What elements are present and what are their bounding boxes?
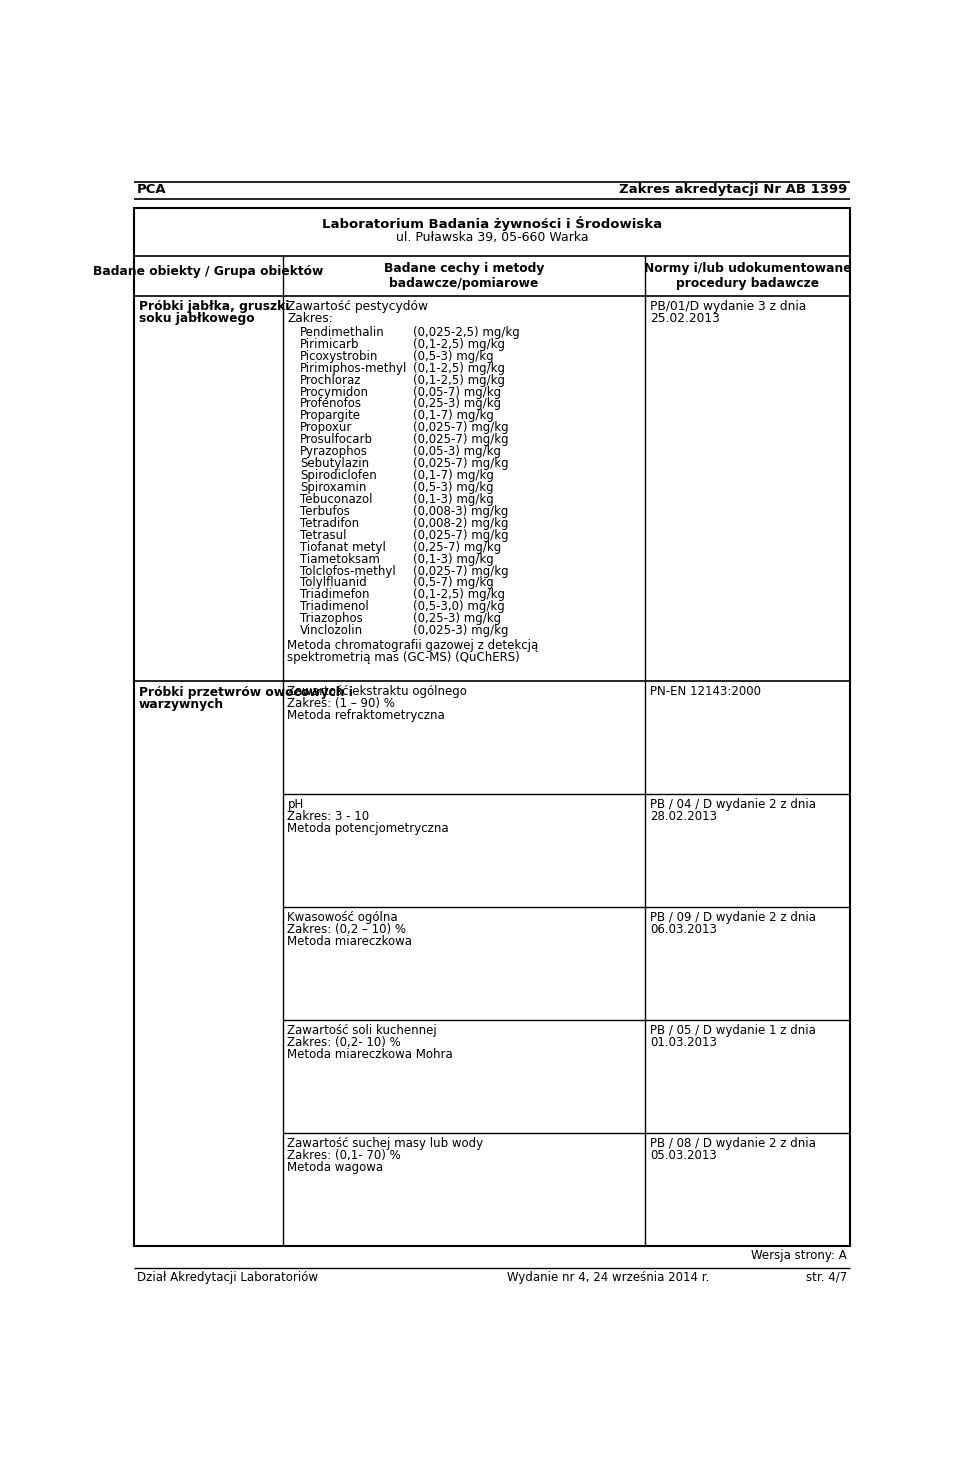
- Text: Pirimiphos-methyl: Pirimiphos-methyl: [300, 362, 407, 375]
- Text: PB/01/D wydanie 3 z dnia: PB/01/D wydanie 3 z dnia: [650, 300, 806, 313]
- Text: PB / 09 / D wydanie 2 z dnia: PB / 09 / D wydanie 2 z dnia: [650, 911, 816, 924]
- Text: Pendimethalin: Pendimethalin: [300, 326, 385, 338]
- Text: Zawartość soli kuchennej: Zawartość soli kuchennej: [287, 1023, 437, 1037]
- Text: Badane cechy i metody
badawcze/pomiarowe: Badane cechy i metody badawcze/pomiarowe: [384, 262, 544, 290]
- Text: PN-EN 12143:2000: PN-EN 12143:2000: [650, 685, 761, 698]
- Text: Zakres: (0,2 – 10) %: Zakres: (0,2 – 10) %: [287, 922, 406, 935]
- Text: Zakres akredytacji Nr AB 1399: Zakres akredytacji Nr AB 1399: [618, 183, 847, 196]
- Text: Spirodiclofen: Spirodiclofen: [300, 468, 376, 482]
- Text: Zakres: (1 – 90) %: Zakres: (1 – 90) %: [287, 697, 396, 710]
- Text: Sebutylazin: Sebutylazin: [300, 457, 369, 470]
- Text: (0,1-2,5) mg/kg: (0,1-2,5) mg/kg: [413, 589, 505, 602]
- Text: (0,1-2,5) mg/kg: (0,1-2,5) mg/kg: [413, 373, 505, 386]
- Text: spektrometrią mas (GC-MS) (QuChERS): spektrometrią mas (GC-MS) (QuChERS): [287, 651, 520, 665]
- Text: str. 4/7: str. 4/7: [805, 1271, 847, 1284]
- Text: pH: pH: [287, 798, 303, 811]
- Text: 05.03.2013: 05.03.2013: [650, 1149, 717, 1162]
- Text: Wersja strony: A: Wersja strony: A: [752, 1249, 847, 1262]
- Text: Metoda miareczkowa: Metoda miareczkowa: [287, 935, 413, 947]
- Text: Profenofos: Profenofos: [300, 397, 362, 410]
- Text: (0,1-3) mg/kg: (0,1-3) mg/kg: [413, 552, 493, 565]
- Text: Tebuconazol: Tebuconazol: [300, 493, 372, 507]
- Text: soku jabłkowego: soku jabłkowego: [138, 312, 254, 325]
- Text: (0,025-7) mg/kg: (0,025-7) mg/kg: [413, 457, 509, 470]
- Text: PB / 05 / D wydanie 1 z dnia: PB / 05 / D wydanie 1 z dnia: [650, 1023, 816, 1037]
- Text: 01.03.2013: 01.03.2013: [650, 1037, 717, 1048]
- Text: Próbki przetwrów owocowych i: Próbki przetwrów owocowych i: [138, 685, 352, 698]
- Text: Kwasowość ogólna: Kwasowość ogólna: [287, 911, 398, 924]
- Text: (0,1-7) mg/kg: (0,1-7) mg/kg: [413, 468, 493, 482]
- Text: Spiroxamin: Spiroxamin: [300, 482, 366, 493]
- Text: Pyrazophos: Pyrazophos: [300, 445, 368, 458]
- Text: warzywnych: warzywnych: [138, 698, 224, 710]
- Text: PCA: PCA: [137, 183, 167, 196]
- Text: Próbki jabłka, gruszki: Próbki jabłka, gruszki: [138, 300, 289, 313]
- Text: (0,025-7) mg/kg: (0,025-7) mg/kg: [413, 422, 509, 435]
- Text: Metoda refraktometryczna: Metoda refraktometryczna: [287, 709, 445, 722]
- Text: (0,025-7) mg/kg: (0,025-7) mg/kg: [413, 433, 509, 447]
- Text: Tiametoksam: Tiametoksam: [300, 552, 379, 565]
- Text: 06.03.2013: 06.03.2013: [650, 922, 717, 935]
- Text: (0,05-3) mg/kg: (0,05-3) mg/kg: [413, 445, 501, 458]
- Text: Wydanie nr 4, 24 września 2014 r.: Wydanie nr 4, 24 września 2014 r.: [507, 1271, 709, 1284]
- Text: Metoda wagowa: Metoda wagowa: [287, 1161, 384, 1174]
- Text: Picoxystrobin: Picoxystrobin: [300, 350, 378, 363]
- Text: (0,1-3) mg/kg: (0,1-3) mg/kg: [413, 493, 493, 507]
- Text: Zakres: (0,1- 70) %: Zakres: (0,1- 70) %: [287, 1149, 401, 1162]
- Text: Vinclozolin: Vinclozolin: [300, 624, 363, 637]
- Text: Terbufos: Terbufos: [300, 505, 349, 518]
- Text: Zawartość ekstraktu ogólnego: Zawartość ekstraktu ogólnego: [287, 685, 468, 698]
- Text: Prosulfocarb: Prosulfocarb: [300, 433, 372, 447]
- Text: Dział Akredytacji Laboratoriów: Dział Akredytacji Laboratoriów: [137, 1271, 318, 1284]
- Text: Tetrasul: Tetrasul: [300, 529, 347, 542]
- Text: (0,25-7) mg/kg: (0,25-7) mg/kg: [413, 540, 501, 553]
- Text: Zawartość suchej masy lub wody: Zawartość suchej masy lub wody: [287, 1138, 484, 1149]
- Text: Triadimenol: Triadimenol: [300, 600, 369, 613]
- Text: Prochloraz: Prochloraz: [300, 373, 361, 386]
- Text: Metoda miareczkowa Mohra: Metoda miareczkowa Mohra: [287, 1048, 453, 1061]
- Text: Triadimefon: Triadimefon: [300, 589, 370, 602]
- Text: (0,1-2,5) mg/kg: (0,1-2,5) mg/kg: [413, 362, 505, 375]
- Text: Tolylfluanid: Tolylfluanid: [300, 577, 367, 590]
- Text: Propoxur: Propoxur: [300, 422, 352, 435]
- Text: Tetradifon: Tetradifon: [300, 517, 359, 530]
- Text: ul. Puławska 39, 05-660 Warka: ul. Puławska 39, 05-660 Warka: [396, 231, 588, 244]
- Text: Pirimicarb: Pirimicarb: [300, 338, 359, 351]
- Text: (0,008-3) mg/kg: (0,008-3) mg/kg: [413, 505, 509, 518]
- Text: (0,25-3) mg/kg: (0,25-3) mg/kg: [413, 612, 501, 625]
- Text: Badane obiekty / Grupa obiektów: Badane obiekty / Grupa obiektów: [93, 265, 324, 278]
- Text: Procymidon: Procymidon: [300, 385, 369, 398]
- Text: Tiofanat metyl: Tiofanat metyl: [300, 540, 386, 553]
- Text: Triazophos: Triazophos: [300, 612, 363, 625]
- Text: Zakres:: Zakres:: [287, 312, 333, 325]
- Text: (0,5-3) mg/kg: (0,5-3) mg/kg: [413, 482, 493, 493]
- Text: (0,5-3) mg/kg: (0,5-3) mg/kg: [413, 350, 493, 363]
- Text: (0,1-7) mg/kg: (0,1-7) mg/kg: [413, 410, 493, 423]
- Text: (0,008-2) mg/kg: (0,008-2) mg/kg: [413, 517, 509, 530]
- Text: Propargite: Propargite: [300, 410, 361, 423]
- Text: 28.02.2013: 28.02.2013: [650, 810, 717, 823]
- Text: (0,05-7) mg/kg: (0,05-7) mg/kg: [413, 385, 501, 398]
- Text: PB / 08 / D wydanie 2 z dnia: PB / 08 / D wydanie 2 z dnia: [650, 1138, 816, 1149]
- Text: Zakres: (0,2- 10) %: Zakres: (0,2- 10) %: [287, 1037, 401, 1048]
- Text: (0,5-7) mg/kg: (0,5-7) mg/kg: [413, 577, 493, 590]
- Text: Tolclofos-methyl: Tolclofos-methyl: [300, 565, 396, 577]
- Text: (0,1-2,5) mg/kg: (0,1-2,5) mg/kg: [413, 338, 505, 351]
- Text: Zawartość pestycydów: Zawartość pestycydów: [287, 300, 428, 313]
- Text: Laboratorium Badania żywności i Środowiska: Laboratorium Badania żywności i Środowis…: [322, 215, 662, 231]
- Text: (0,025-7) mg/kg: (0,025-7) mg/kg: [413, 565, 509, 577]
- Text: PB / 04 / D wydanie 2 z dnia: PB / 04 / D wydanie 2 z dnia: [650, 798, 816, 811]
- Text: (0,025-2,5) mg/kg: (0,025-2,5) mg/kg: [413, 326, 519, 338]
- Text: Normy i/lub udokumentowane
procedury badawcze: Normy i/lub udokumentowane procedury bad…: [644, 262, 852, 290]
- Text: Zakres: 3 - 10: Zakres: 3 - 10: [287, 810, 370, 823]
- Text: Metoda chromatografii gazowej z detekcją: Metoda chromatografii gazowej z detekcją: [287, 640, 539, 653]
- Text: (0,025-7) mg/kg: (0,025-7) mg/kg: [413, 529, 509, 542]
- Text: 25.02.2013: 25.02.2013: [650, 312, 720, 325]
- Text: (0,25-3) mg/kg: (0,25-3) mg/kg: [413, 397, 501, 410]
- Text: (0,5-3,0) mg/kg: (0,5-3,0) mg/kg: [413, 600, 505, 613]
- Text: (0,025-3) mg/kg: (0,025-3) mg/kg: [413, 624, 509, 637]
- Text: Metoda potencjometryczna: Metoda potencjometryczna: [287, 821, 449, 834]
